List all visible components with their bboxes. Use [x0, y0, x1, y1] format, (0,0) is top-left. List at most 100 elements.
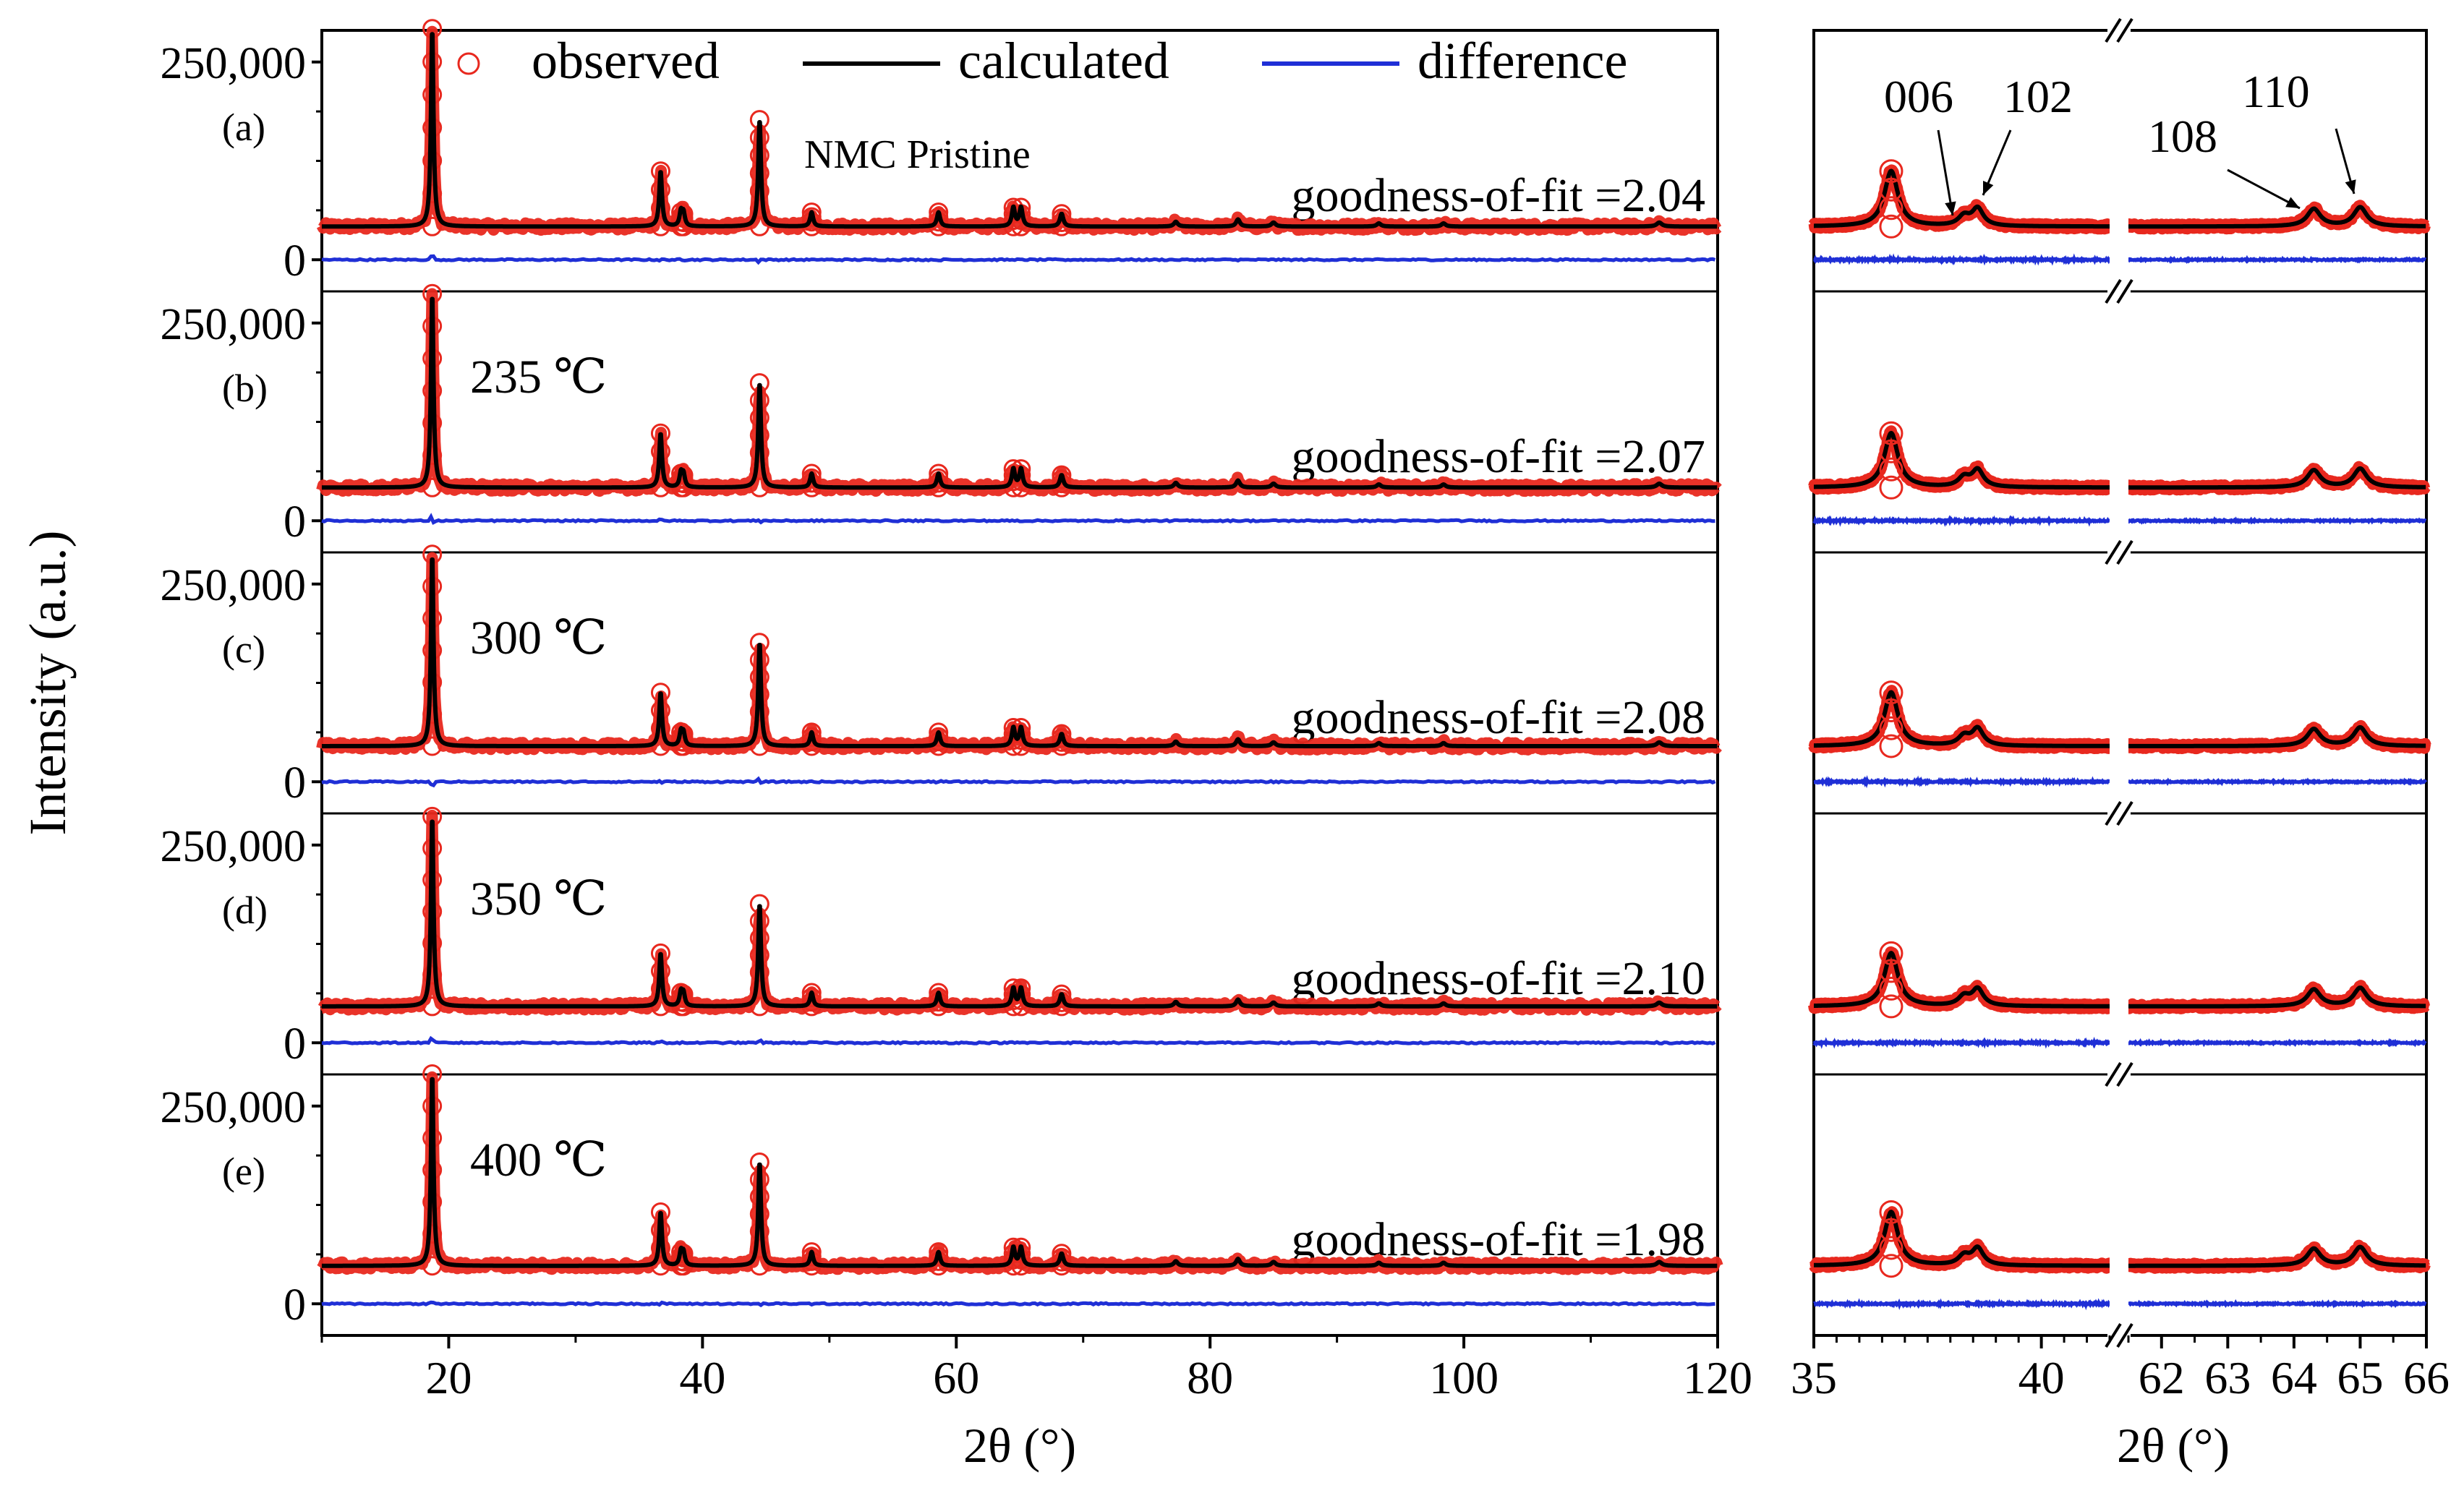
- zoom-calculated-series: [1814, 1210, 2110, 1268]
- zoom-calculated-series: [2128, 724, 2426, 748]
- zoom-x-tick-label: 65: [2337, 1352, 2383, 1403]
- axis-break-slash: [2105, 278, 2122, 304]
- observed-point: [801, 1246, 822, 1267]
- observed-point: [1052, 984, 1072, 1004]
- zoom-observed-band: [1808, 164, 2115, 235]
- zoom-difference-series: [1813, 774, 2110, 789]
- zoom-x-axis-title: 2θ (°): [2117, 1418, 2230, 1473]
- observed-point: [929, 468, 949, 488]
- zoom-difference-series: [2127, 516, 2427, 526]
- axis-break-slash: [2105, 539, 2122, 565]
- panel-label: (e): [222, 1150, 265, 1193]
- zoom-observed-point: [1879, 214, 1904, 239]
- x-tick-label: 60: [933, 1352, 979, 1403]
- x-tick-label: 20: [425, 1352, 472, 1403]
- peak-annotation-label: 110: [2242, 66, 2310, 117]
- panel-label: (c): [222, 628, 265, 671]
- observed-point: [422, 736, 443, 756]
- zoom-x-tick-label: 62: [2139, 1352, 2185, 1403]
- zoom-x-tick-label: 66: [2403, 1352, 2450, 1403]
- zoom-x-tick-label: 63: [2204, 1352, 2251, 1403]
- y-tick-label: 250,000: [161, 822, 307, 871]
- axis-break-slash: [2105, 1322, 2122, 1348]
- y-tick-label: 0: [284, 236, 306, 286]
- zoom-observed-point: [1879, 941, 1904, 965]
- panel-c: 0 250,000 (c) 300 ℃ goodness-of-fit =2.08: [161, 544, 2431, 809]
- legend-observed-label: observed: [532, 32, 720, 90]
- zoom-observed-point: [1879, 1236, 1904, 1260]
- zoom-difference-series: [1812, 1298, 2111, 1311]
- zoom-observed-point: [1879, 475, 1904, 500]
- x-axis-title: 2θ (°): [963, 1418, 1076, 1473]
- axis-break-marks: [2105, 17, 2133, 1348]
- observed-point: [929, 207, 949, 227]
- peak-annotation-label: 102: [2003, 71, 2073, 122]
- observed-point: [422, 445, 443, 466]
- axis-break-slash: [2105, 800, 2122, 826]
- zoom-observed-point: [1879, 698, 1904, 722]
- calculated-series: [320, 32, 1719, 229]
- y-tick-label: 0: [284, 497, 306, 547]
- observed-point: [929, 1246, 949, 1267]
- observed-point: [801, 983, 822, 1003]
- zoom-calculated-series: [1814, 690, 2110, 748]
- observed-point: [673, 465, 694, 485]
- zoom-observed-point: [1879, 1254, 1904, 1278]
- observed-point: [929, 463, 949, 484]
- calculated-series: [320, 1077, 1719, 1268]
- observed-point: [422, 1224, 443, 1244]
- zoom-calculated-series: [2128, 466, 2426, 490]
- observed-point: [1052, 204, 1072, 224]
- observed-point: [673, 1244, 694, 1264]
- x-tick-label: 100: [1429, 1352, 1499, 1403]
- peak-annotation-label: 006: [1884, 71, 1953, 122]
- axis-break-slash: [2116, 17, 2133, 43]
- y-tick-label: 250,000: [161, 561, 307, 610]
- panel-label: (b): [222, 367, 268, 410]
- axis-break-gap: [2110, 296, 2128, 548]
- axis-break-gap: [2110, 818, 2128, 1070]
- difference-series: [321, 776, 1716, 788]
- observed-point: [1052, 724, 1072, 744]
- axis-break-slash: [2116, 539, 2133, 565]
- observed-point: [929, 983, 949, 1003]
- zoom-difference-series: [2127, 1299, 2427, 1309]
- goodness-of-fit-label: goodness-of-fit =2.07: [1292, 430, 1705, 483]
- zoom-calculated-series: [2128, 1244, 2426, 1268]
- observed-point: [422, 996, 443, 1017]
- zoom-difference-series: [1812, 1036, 2111, 1049]
- observed-point: [929, 722, 949, 743]
- observed-point: [673, 204, 694, 224]
- observed-point: [929, 987, 949, 1007]
- axis-break-gap: [2110, 1079, 2128, 1331]
- goodness-of-fit-label: goodness-of-fit =2.04: [1292, 169, 1705, 222]
- axis-break-slash: [2116, 1061, 2133, 1087]
- annotation-arrow-head: [1983, 181, 1994, 195]
- observed-point: [801, 468, 822, 488]
- panel-label: (a): [222, 106, 265, 149]
- difference-series: [321, 513, 1715, 526]
- zoom-difference-series: [2128, 777, 2428, 787]
- observed-point: [673, 724, 694, 744]
- zoom-observed-point: [1879, 976, 1904, 1001]
- annotation-arrow-line: [2227, 168, 2301, 210]
- y-axis-title: Intensity (a.u.): [19, 531, 77, 836]
- observed-point: [422, 704, 443, 724]
- difference-series: [321, 1035, 1716, 1046]
- observed-point: [801, 727, 822, 747]
- legend-difference-label: difference: [1418, 32, 1627, 90]
- panel-label: (d): [222, 889, 268, 932]
- zoom-observed-point: [1879, 1199, 1904, 1224]
- y-tick-label: 250,000: [161, 300, 307, 349]
- x-tick-label: 40: [679, 1352, 725, 1403]
- zoom-calculated-series: [1814, 168, 2110, 229]
- observed-point: [1052, 465, 1072, 485]
- zoom-observed-point: [1879, 716, 1904, 740]
- observed-point: [929, 1242, 949, 1262]
- annotations: 006 102 108 110: [1884, 66, 2356, 216]
- zoom-calculated-series: [2128, 985, 2426, 1009]
- zoom-x-tick-label: 64: [2271, 1352, 2317, 1403]
- calculated-series: [320, 819, 1719, 1009]
- zoom-observed-band: [1808, 685, 2115, 754]
